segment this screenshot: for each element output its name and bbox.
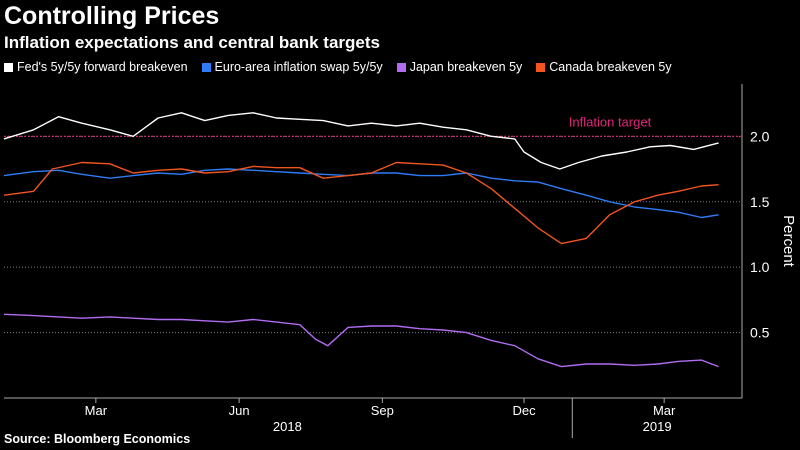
legend-label-canada: Canada breakeven 5y [549, 60, 672, 74]
legend-swatch-japan [396, 62, 406, 72]
source-note: Source: Bloomberg Economics [4, 432, 191, 446]
series-line-japan [3, 313, 719, 368]
legend-label-japan: Japan breakeven 5y [409, 60, 523, 74]
legend-label-euro: Euro-area inflation swap 5y/5y [214, 60, 383, 74]
legend: Fed's 5y/5y forward breakeven Euro-area … [4, 60, 672, 74]
x-tick-label: Dec [512, 403, 536, 418]
legend-swatch-canada [536, 62, 546, 72]
y-tick-label: 1.0 [750, 259, 770, 275]
x-tick-label: Sep [371, 403, 394, 418]
legend-item-canada: Canada breakeven 5y [536, 60, 672, 74]
legend-item-fed: Fed's 5y/5y forward breakeven [4, 60, 188, 74]
x-tick-label: Mar [653, 403, 676, 418]
series-line-canada [3, 161, 719, 245]
legend-swatch-fed [4, 62, 13, 72]
series-line-fed [3, 112, 719, 170]
x-year-label: 2019 [643, 419, 672, 434]
series-line-euro [3, 168, 719, 219]
x-tick-label: Jun [229, 403, 250, 418]
legend-item-japan: Japan breakeven 5y [396, 60, 523, 74]
chart-title: Controlling Prices [4, 2, 220, 30]
legend-label-fed: Fed's 5y/5y forward breakeven [17, 60, 188, 74]
y-tick-label: 0.5 [750, 325, 770, 341]
legend-swatch-euro [201, 62, 211, 72]
chart-subtitle: Inflation expectations and central bank … [4, 33, 380, 52]
y-tick-label: 2.0 [750, 128, 770, 144]
legend-item-euro: Euro-area inflation swap 5y/5y [201, 60, 383, 74]
inflation-target-label: Inflation target [569, 114, 652, 129]
y-tick-label: 1.5 [750, 194, 770, 210]
y-axis-label: Percent [780, 215, 797, 268]
x-tick-label: Mar [85, 403, 108, 418]
x-year-label: 2018 [273, 419, 302, 434]
